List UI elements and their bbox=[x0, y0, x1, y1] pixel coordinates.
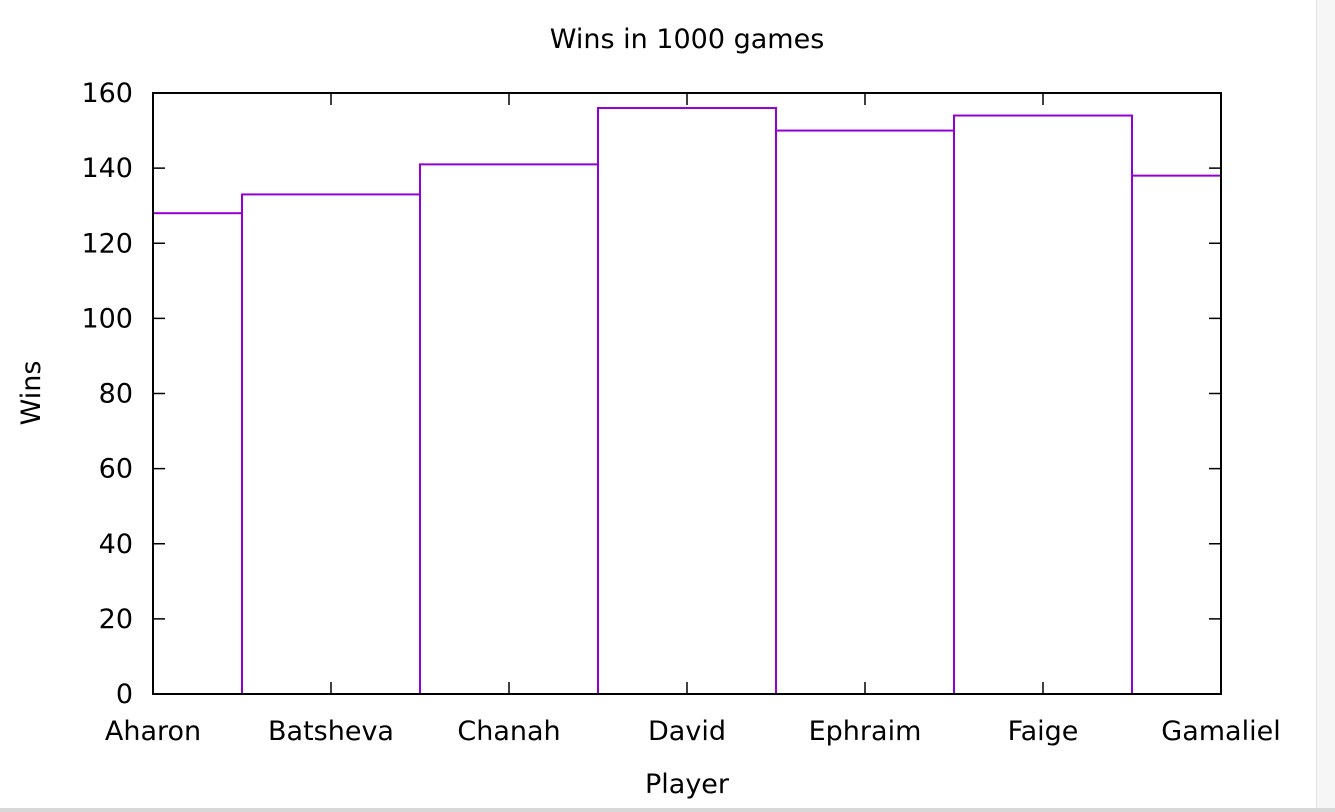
bar-faige bbox=[953, 114, 1133, 696]
x-tick-label: Ephraim bbox=[809, 716, 922, 747]
x-tick-label: Faige bbox=[1008, 716, 1079, 747]
bars-layer bbox=[152, 107, 1222, 696]
bar-gamaliel bbox=[1131, 174, 1222, 695]
y-tick-label: 120 bbox=[81, 228, 133, 259]
x-tick-label: Aharon bbox=[105, 716, 201, 747]
bar-david bbox=[597, 107, 777, 695]
y-ticks: 0 20 40 60 80 100 120 140 160 bbox=[81, 78, 1221, 710]
bar-ephraim bbox=[775, 129, 955, 695]
y-tick-label: 60 bbox=[99, 454, 133, 485]
x-tick-label: Batsheva bbox=[268, 716, 394, 747]
y-tick-label: 160 bbox=[81, 78, 133, 109]
x-tick-label: Gamaliel bbox=[1161, 716, 1280, 747]
x-axis-label: Player bbox=[645, 769, 730, 800]
y-tick-label: 100 bbox=[81, 303, 133, 334]
bar-batsheva bbox=[241, 193, 421, 695]
y-tick-label: 40 bbox=[99, 529, 133, 560]
y-tick-label: 20 bbox=[99, 604, 133, 635]
axes-layer bbox=[152, 92, 1222, 695]
scrollbar-track[interactable] bbox=[1316, 0, 1335, 812]
chart-title: Wins in 1000 games bbox=[550, 24, 825, 55]
x-ticks: Aharon Batsheva Chanah David Ephraim Faige Gam… bbox=[105, 93, 1281, 747]
bar-aharon bbox=[152, 212, 243, 695]
y-axis-label: Wins bbox=[16, 361, 47, 426]
y-tick-label: 80 bbox=[99, 379, 133, 410]
plot-frame bbox=[152, 92, 1222, 695]
x-tick-label: Chanah bbox=[457, 716, 560, 747]
bar-chanah bbox=[419, 163, 599, 695]
window-bottom-edge bbox=[0, 808, 1335, 812]
x-tick-label: David bbox=[648, 716, 726, 747]
y-tick-label: 0 bbox=[116, 679, 133, 710]
y-tick-label: 140 bbox=[81, 153, 133, 184]
